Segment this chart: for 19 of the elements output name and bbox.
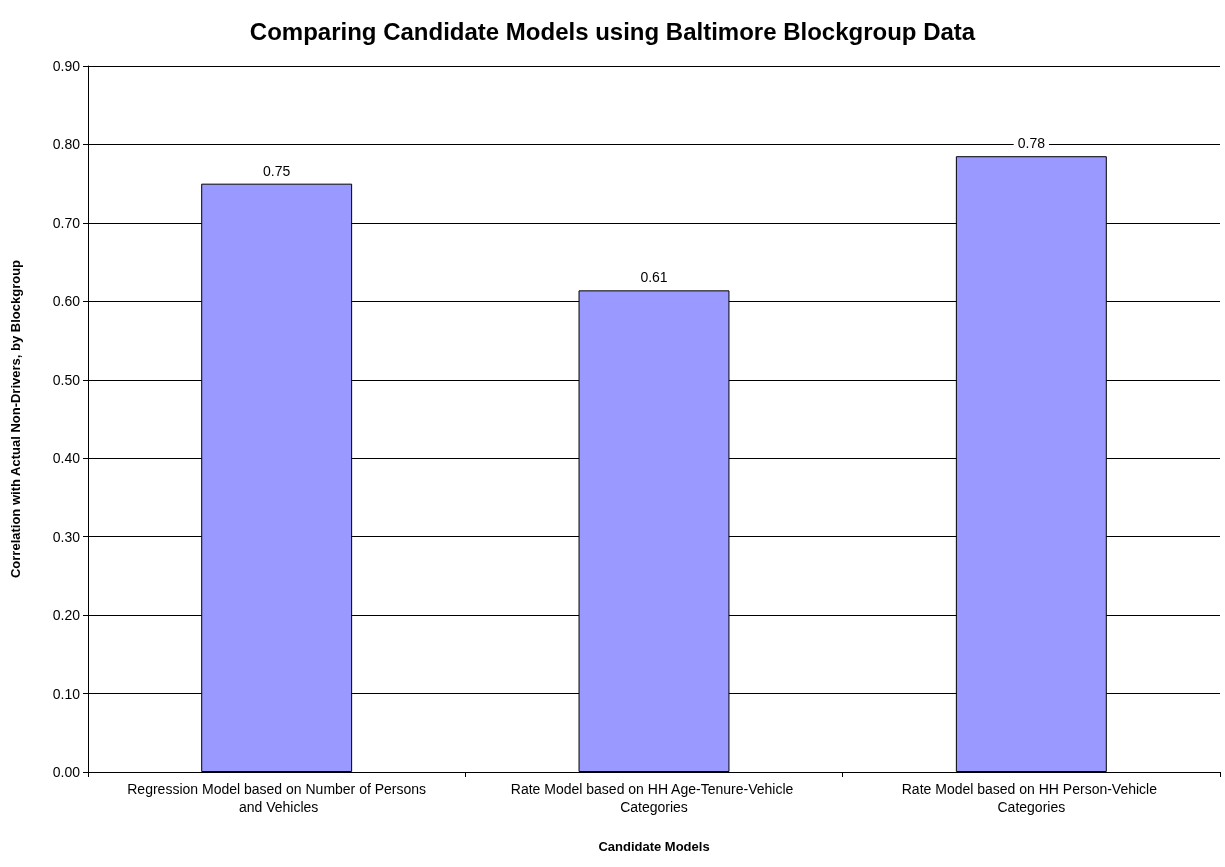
x-tick-label: Rate Model based on HH Age-Tenure-Vehicle Categories <box>510 781 798 815</box>
y-axis-title: Correlation with Actual Non-Drivers, by Blockgroup <box>8 259 23 579</box>
data-label: 0.75 <box>263 162 291 179</box>
y-tick-label: 0.20 <box>52 607 81 624</box>
y-tick-label: 0.90 <box>52 58 81 74</box>
y-tick-label: 0.30 <box>52 528 81 545</box>
data-label: 0.61 <box>640 269 668 286</box>
y-tick-label: 0.10 <box>52 685 81 702</box>
x-axis-title: Candidate Models <box>598 839 710 854</box>
y-tick-label: 0.80 <box>52 136 81 153</box>
y-tick-label: 0.50 <box>52 371 81 388</box>
y-tick-label: 0.40 <box>52 450 81 467</box>
data-label: 0.78 <box>1017 135 1046 152</box>
y-tick-label: 0.70 <box>52 214 81 231</box>
y-tick-label: 0.00 <box>52 764 81 780</box>
x-tick-label: Regression Model based on Number of Persons and Vehicles <box>127 781 427 815</box>
chart-title: Comparing Candidate Models using Baltimore Blockgroup Data <box>249 17 976 45</box>
y-tick-label: 0.60 <box>52 293 81 310</box>
x-tick-label: Rate Model based on HH Person-Vehicle Categories <box>901 781 1161 815</box>
